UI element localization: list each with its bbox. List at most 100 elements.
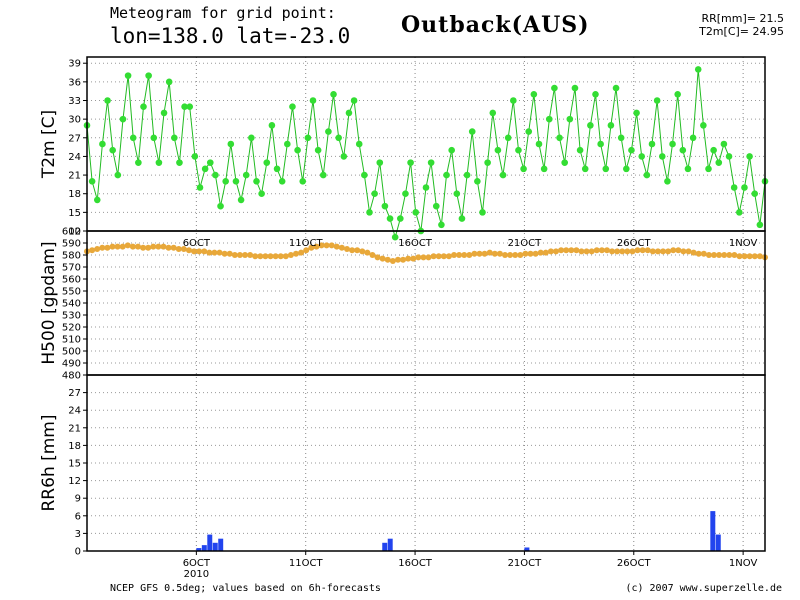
y-axis-label: RR6h [mm] <box>39 414 59 511</box>
t2m-data-point <box>248 134 255 142</box>
h500-data-point <box>231 252 238 258</box>
t2m-data-point <box>314 146 322 154</box>
t2m-data-point <box>741 184 748 191</box>
h500-data-point <box>318 242 325 249</box>
meteogram-heading: Meteogram for grid point: <box>110 4 336 22</box>
t2m-data-point <box>602 165 610 173</box>
t2m-data-point <box>217 202 224 210</box>
h500-data-point <box>609 248 616 255</box>
y-tick-label: 24 <box>68 152 81 163</box>
t2m-data-point <box>176 159 183 166</box>
h500-data-point <box>716 252 723 258</box>
t2m-data-point <box>545 115 553 123</box>
t2m-data-point <box>736 209 743 216</box>
h500-data-point <box>634 247 641 254</box>
y-tick-label: 18 <box>68 441 81 452</box>
h500-data-point <box>354 247 361 254</box>
h500-data-point <box>593 247 600 254</box>
rr6h-bar <box>715 534 721 551</box>
rr6h-bar <box>201 545 207 551</box>
h500-data-point <box>379 255 386 262</box>
h500-data-point <box>267 253 274 260</box>
t2m-data-point <box>535 140 543 148</box>
h500-data-point <box>252 253 259 260</box>
t2m-data-point <box>638 153 646 160</box>
t2m-data-point <box>186 103 194 111</box>
y-tick-label: 550 <box>62 287 81 298</box>
h500-data-point <box>94 246 101 252</box>
h500-data-point <box>134 243 141 250</box>
x-tick-label: 26OCT <box>617 558 652 569</box>
h500-data-point <box>746 253 753 260</box>
h500-data-point <box>649 248 656 255</box>
h500-data-point <box>272 253 279 260</box>
h500-data-point <box>445 253 452 260</box>
h500-data-point <box>496 250 503 257</box>
h500-data-point <box>517 252 524 258</box>
y-tick-label: 530 <box>62 311 81 322</box>
t2m-data-point <box>643 171 651 179</box>
t2m-data-point <box>263 159 271 166</box>
x-tick-label: 16OCT <box>398 238 433 249</box>
t2m-data-point <box>623 165 630 173</box>
h500-data-point <box>654 248 661 255</box>
t2m-data-point <box>284 140 291 148</box>
t2m-data-point <box>273 165 281 173</box>
t2m-data-point <box>325 128 332 135</box>
h500-data-point <box>537 249 544 256</box>
h500-data-point <box>104 244 111 251</box>
t2m-data-point <box>330 90 337 98</box>
t2m-data-point <box>479 209 486 216</box>
h500-data-point <box>155 243 162 250</box>
t2m-data-point <box>679 146 687 154</box>
t2m-data-point <box>592 90 599 98</box>
t2m-data-point <box>617 134 625 142</box>
h500-data-point <box>440 253 447 260</box>
h500-data-point <box>129 243 136 250</box>
h500-data-point <box>680 248 687 255</box>
h500-data-point <box>598 247 605 254</box>
h500-data-point <box>644 247 651 254</box>
rr6h-bar <box>196 548 202 551</box>
t2m-data-point <box>561 159 568 166</box>
h500-data-point <box>277 253 284 260</box>
t2m-data-point <box>253 177 260 185</box>
h500-data-point <box>145 244 152 251</box>
t2m-data-point <box>237 196 245 204</box>
h500-data-point <box>522 250 529 257</box>
t2m-data-point <box>571 84 579 92</box>
h500-data-point <box>221 250 228 257</box>
t2m-data-point <box>556 134 563 142</box>
rr6h-bar <box>524 547 530 551</box>
t2m-data-point <box>366 209 373 216</box>
y-tick-label: 30 <box>68 115 81 126</box>
t2m-data-point <box>494 146 502 154</box>
copyright-note: (c) 2007 www.superzelle.de <box>625 583 782 594</box>
t2m-data-point <box>93 196 101 204</box>
t2m-data-point <box>258 190 265 198</box>
h500-data-point <box>670 247 677 254</box>
h500-data-point <box>588 248 595 255</box>
h500-data-point <box>476 250 483 257</box>
t2m-data-point <box>242 171 250 179</box>
h500-data-point <box>547 248 554 255</box>
t2m-data-point <box>438 221 445 229</box>
rr6h-bar <box>218 538 224 551</box>
t2m-data-point <box>612 84 620 92</box>
t2m-data-point <box>160 109 168 117</box>
y-tick-label: 480 <box>62 371 81 382</box>
grid-point-coordinates: lon=138.0 lat=-23.0 <box>110 24 351 48</box>
h500-data-point <box>247 252 254 258</box>
t2m-data-point <box>304 134 312 142</box>
t2m-data-point <box>458 215 466 222</box>
t2m-data-point <box>171 134 178 142</box>
h500-data-point <box>170 244 177 251</box>
t2m-data-point <box>520 165 527 173</box>
t2m-data-point <box>104 97 111 104</box>
t2m-data-point <box>119 115 127 123</box>
h500-data-point <box>695 250 702 257</box>
y-tick-label: 520 <box>62 323 81 334</box>
t2m-data-point <box>705 165 712 173</box>
h500-data-point <box>313 243 320 250</box>
h500-data-point <box>196 248 203 255</box>
